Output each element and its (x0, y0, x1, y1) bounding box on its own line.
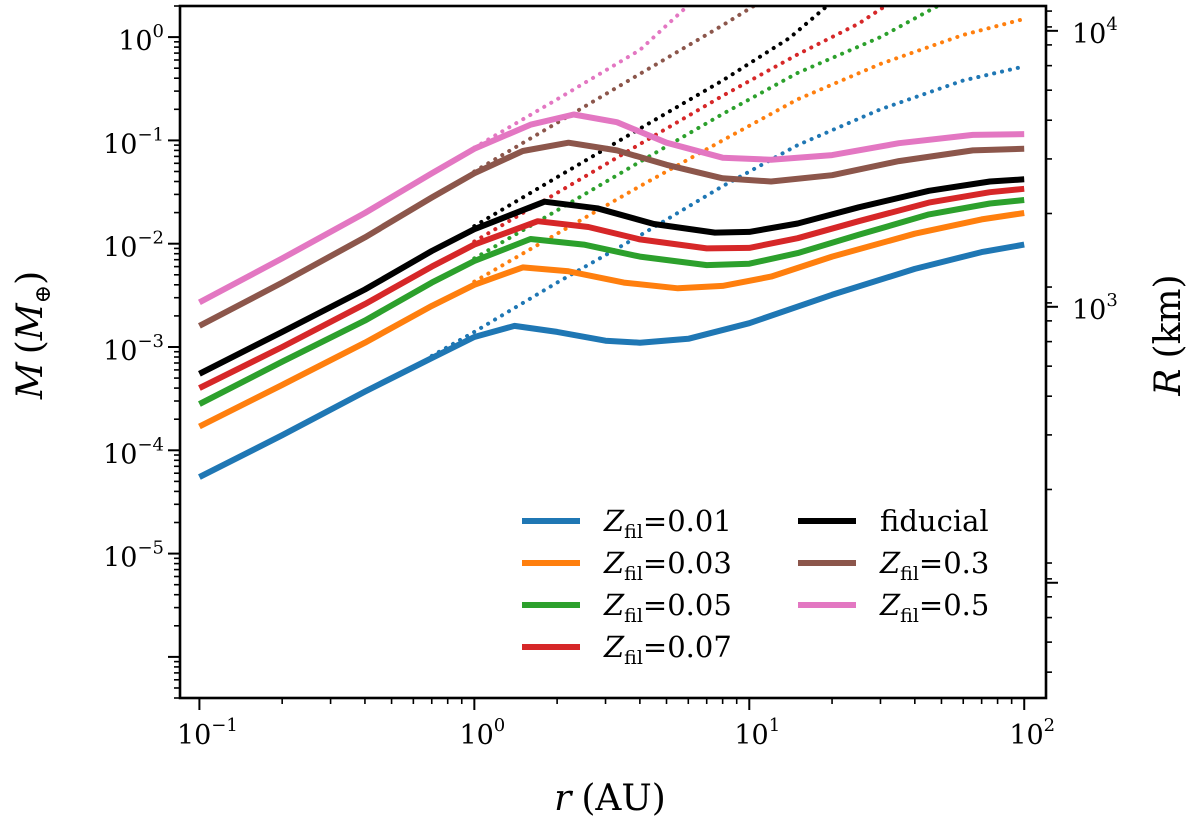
tick-label: 10−4 (103, 434, 164, 470)
legend-label-zfil-0-05: Zfil=0.05 (603, 588, 732, 627)
tick-label: 104 (1072, 14, 1118, 50)
tick-label: 10−2 (103, 228, 164, 264)
legend-label-fiducial: fiducial (880, 504, 989, 538)
series-line-zfil-0-01 (198, 241, 1025, 480)
tick-label: 103 (1072, 290, 1118, 326)
series-line-zfil-0-05 (198, 197, 1025, 407)
legend-label-zfil-0-07: Zfil=0.07 (603, 630, 732, 669)
series-line-zfil-0-03 (198, 210, 1025, 430)
x-tick-labels: 10−1 100 101 102 (177, 715, 1055, 751)
tick-label: 10−5 (103, 538, 164, 574)
tick-label: 10−1 (103, 124, 164, 160)
tick-label: 100 (118, 21, 164, 57)
legend-label-zfil-0-5: Zfil=0.5 (879, 588, 989, 627)
tick-label: 100 (459, 715, 505, 751)
legend-label-zfil-0-3: Zfil=0.3 (879, 546, 989, 585)
tick-label: 101 (734, 715, 780, 751)
series-lines (197, 6, 1027, 480)
y-tick-labels: 10−5 10−4 10−3 10−2 10−1 100 (103, 21, 164, 573)
legend-label-zfil-0-03: Zfil=0.03 (603, 546, 732, 585)
tick-label: 102 (1009, 715, 1055, 751)
series-dotted-fiducial (472, 6, 831, 229)
y-axis-label: M(M⊕) (10, 271, 56, 400)
tick-label: 10−3 (103, 331, 164, 367)
tick-label: 10−1 (177, 715, 238, 751)
series-line-zfil-0-3 (198, 139, 1025, 329)
series-dotted-zfil-0-5 (472, 6, 691, 150)
series-dotted-zfil-0-01 (429, 64, 1027, 358)
legend-label-zfil-0-01: Zfil=0.01 (603, 504, 732, 543)
y2-tick-labels: 103 104 (1072, 14, 1118, 326)
x-axis-label: r (AU) (554, 778, 666, 819)
series-line-fiducial (198, 176, 1025, 377)
series-line-zfil-0-07 (198, 185, 1025, 391)
series-dotted-zfil-0-07 (472, 6, 889, 244)
y2-axis-label: R(km) (1148, 274, 1189, 396)
series-dotted-zfil-0-3 (472, 6, 758, 174)
axes-frame (178, 4, 1048, 700)
series-line-zfil-0-5 (197, 111, 1025, 306)
